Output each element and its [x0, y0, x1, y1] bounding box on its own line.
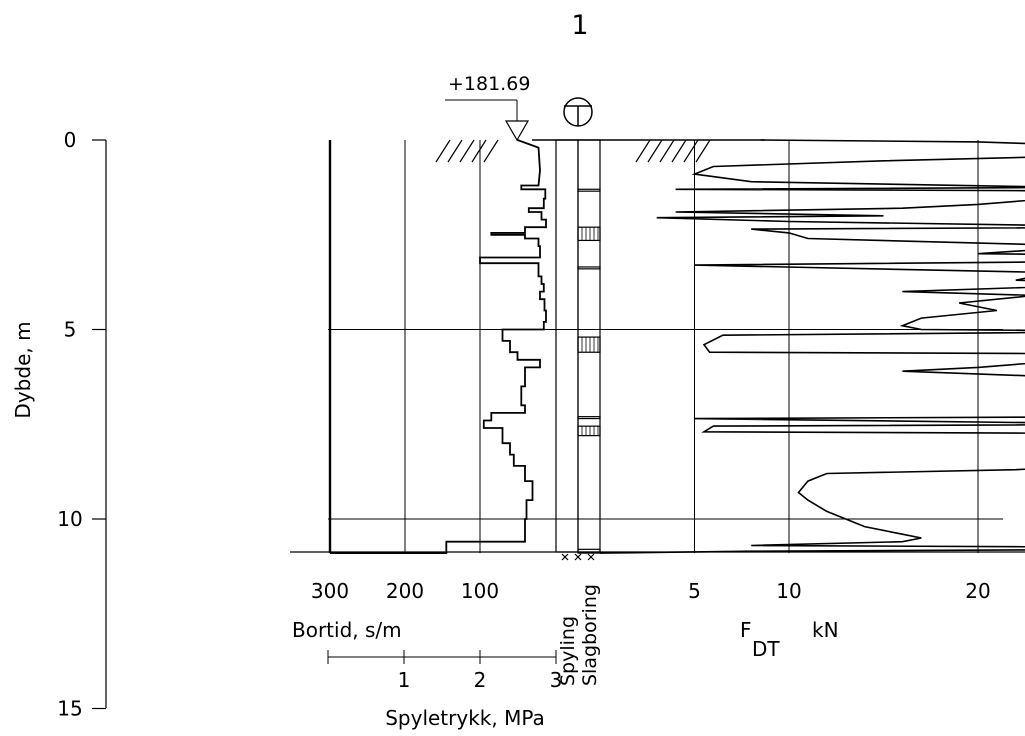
elevation-triangle [504, 120, 530, 142]
hatch-stroke [459, 139, 475, 163]
depth-axis-label: Dybde, m [11, 321, 35, 418]
hatch-stroke [683, 139, 699, 163]
slagboring-interval [577, 425, 601, 437]
hatch-stroke [635, 139, 651, 163]
spyletrykk-ticks: 1 2 3 [327, 650, 563, 692]
depth-ticks: 0 5 10 15 [57, 128, 106, 721]
slagboring-interval [577, 188, 601, 192]
fdt-tick-label: 10 [776, 579, 801, 603]
slagboring-intervals [577, 188, 601, 554]
x-marker [574, 553, 582, 561]
depth-tick-label: 5 [64, 318, 77, 342]
x-marker [561, 553, 569, 561]
total-sounding-symbol [563, 97, 593, 127]
spyling-label: Spyling [557, 616, 579, 686]
fdt-axis-label-unit: kN [812, 618, 839, 642]
x-marker [587, 553, 595, 561]
bortid-axis-label: Bortid, s/m [292, 618, 402, 642]
fdt-axis-label-main: F [740, 618, 752, 642]
depth-tick-label: 15 [57, 697, 82, 721]
slagboring-interval [577, 336, 601, 353]
slagboring-interval [577, 416, 601, 420]
spyletrykk-tick-label: 3 [550, 668, 563, 692]
hatch-stroke [659, 139, 675, 163]
hatch-stroke [483, 139, 499, 163]
end-markers [561, 553, 595, 561]
depth-tick-label: 10 [57, 507, 82, 531]
spyletrykk-tick-label: 2 [474, 668, 487, 692]
slagboring-label: Slagboring [579, 584, 601, 686]
slagboring-interval [577, 548, 601, 554]
fdt-tick-label: 5 [688, 579, 701, 603]
hatch-stroke [695, 139, 711, 163]
ground-hatch-left [435, 139, 499, 163]
depth-tick-label: 0 [64, 128, 77, 152]
fdt-tick-label: 20 [965, 579, 990, 603]
bortid-tick-label: 100 [461, 579, 499, 603]
elevation-label: +181.69 [448, 73, 530, 95]
bortid-tick-label: 300 [311, 579, 349, 603]
spyling-column [555, 139, 579, 553]
slagboring-column [577, 139, 601, 553]
bortid-tick-labels: 300 200 100 [311, 579, 499, 603]
spyletrykk-axis-label: Spyletrykk, MPa [385, 706, 545, 730]
bortid-curve [330, 139, 547, 554]
fdt-tick-labels: 5102030 [688, 579, 991, 603]
hatch-stroke [447, 139, 463, 163]
slagboring-interval [577, 226, 601, 242]
bortid-tick-label: 200 [386, 579, 424, 603]
hatch-stroke [435, 139, 451, 163]
fdt-axis-label-sub: DT [752, 637, 780, 661]
hatch-stroke [471, 139, 487, 163]
spyletrykk-tick-label: 1 [398, 668, 411, 692]
ground-hatch-right [635, 139, 711, 163]
hatch-stroke [647, 139, 663, 163]
chart-grid [328, 139, 1003, 554]
chart-title: 1 [571, 10, 588, 41]
hatch-stroke [671, 139, 687, 163]
fdt-curve [599, 139, 1025, 554]
slagboring-interval [577, 266, 601, 270]
